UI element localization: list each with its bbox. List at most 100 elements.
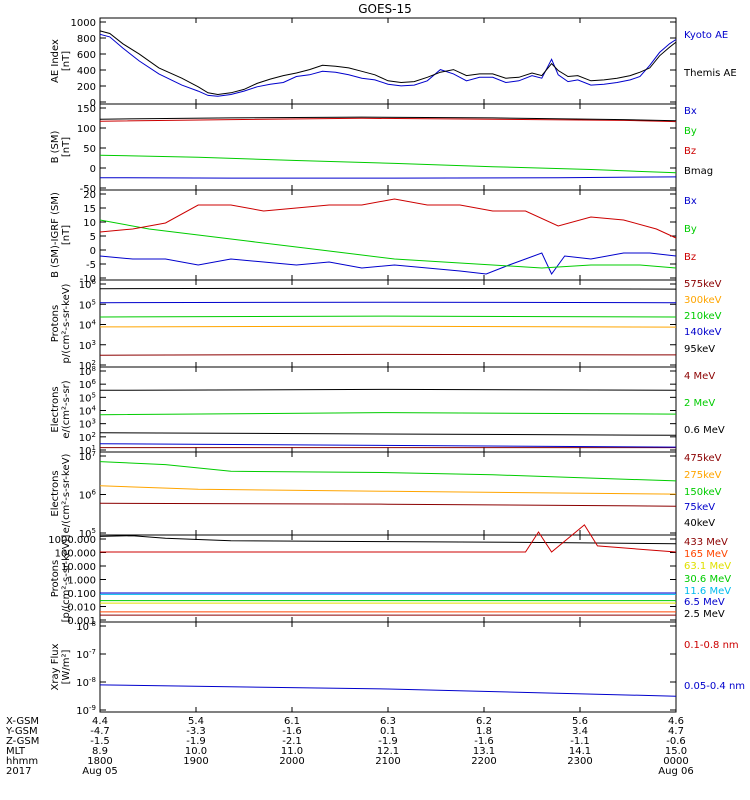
series-line-475kev [99,502,677,507]
series-line-150kev [99,461,677,482]
y-tick-label: 20 [83,190,96,201]
legend-entry: 0.6 MeV [684,425,725,436]
y-tick-label: 100.000 [55,549,96,560]
x-axis-value: 12.1 [377,746,399,757]
x-axis-value: 6.3 [380,716,396,727]
y-tick-label: 0.010 [67,603,96,614]
panel-frame [99,366,677,453]
legend-entry: 165 MeV [684,549,728,560]
legend-entry: 2.5 MeV [684,609,725,620]
x-axis-row-label: 2017 [6,766,31,777]
legend-entry: 210keV [684,311,722,322]
y-tick-label: 1000.000 [48,535,96,546]
x-axis-row-label: MLT [6,746,26,757]
y-tick-label: 0.001 [67,616,96,627]
series-line-themis-ae [99,30,677,96]
x-axis-value: 2100 [375,756,400,767]
y-tick-label: 104 [79,405,97,418]
series-line-300kev [99,325,677,328]
y-tick-label: 5 [90,232,96,243]
y-tick-label: -5 [86,260,96,271]
legend-entry: Bx [684,106,697,117]
x-axis-value: Aug 06 [658,766,693,777]
y-tick-label: 102 [79,431,96,444]
x-axis-value: 4.7 [668,726,684,737]
y-axis-label: Electronse/(cm²-s-sr) [50,380,72,438]
legend-entry: 433 MeV [684,537,728,548]
x-axis-value: 8.9 [92,746,108,757]
y-tick-label: 0 [90,164,96,175]
series-line-0-6-mev [99,388,677,391]
x-axis-row-label: X-GSM [6,716,39,727]
y-tick-label: 104 [79,319,97,332]
y-tick-label: 15 [83,204,96,215]
x-axis-value: 0000 [663,756,688,767]
x-axis-value: 2200 [471,756,496,767]
x-axis-value: -1.6 [474,736,494,747]
y-tick-label: 10.000 [61,562,96,573]
x-axis-value: -1.9 [186,736,206,747]
y-axis-label: B (SM)-IGRF (SM)[nT] [50,192,72,278]
series-line-140kev [99,301,677,304]
y-tick-label: -10 [80,274,96,285]
x-axis-value: 1800 [87,756,112,767]
series-line-0-1-0-8-nm [100,524,677,553]
x-axis-value: 6.1 [284,716,300,727]
x-axis-value: 2000 [279,756,304,767]
y-tick-label: 150 [77,104,96,115]
y-tick-label: 108 [79,365,96,378]
panel-frame [99,621,677,713]
legend-entry: 0.05-0.4 nm [684,681,745,692]
y-tick-label: 100 [77,124,96,135]
x-axis-value: -1.6 [282,726,302,737]
series-line-bz [99,198,677,239]
figure-title: GOES-15 [358,2,412,16]
y-tick-label: 105 [79,298,96,311]
legend-entry: Kyoto AE [684,30,728,41]
series-line-210kev [99,315,677,318]
x-axis-value: -0.6 [666,736,686,747]
panel-0: 0 200 400 600 800 1000 AE Index[nT] Kyoto AE The… [50,17,737,109]
y-tick-label: 800 [77,34,96,45]
series-line-bz [99,117,677,123]
legend-entry: Bz [684,252,696,263]
y-tick-label: 600 [77,50,96,61]
y-tick-label: 107 [79,450,96,463]
y-axis-label: B (SM)[nT] [50,130,72,163]
legend-entry: 475keV [684,453,722,464]
x-axis-value: 6.2 [476,716,492,727]
series-line-bmag [99,116,677,122]
x-axis-value: -1.5 [90,736,110,747]
series-line-kyoto-ae [99,33,677,97]
legend-entry: 2 MeV [684,398,715,409]
x-axis-value: 1.8 [476,726,492,737]
x-axis-value: -1.1 [570,736,590,747]
y-axis-label: Xray Flux[W/m²] [50,643,72,690]
panel-6: 0.001 0.010 0.100 1.000 10.000 100.000 1000.00… [48,534,731,627]
series-line-2-5-mev [99,535,677,545]
series-line-40kev [99,432,677,436]
y-tick-label: 105 [79,391,96,404]
x-axis-value: 1900 [183,756,208,767]
y-tick-label: 106 [79,489,97,502]
legend-entry: 6.5 MeV [684,597,725,608]
panel-2: -10 -5 0 5 10 15 20 B (SM)-IGRF (SM)[nT] Bx By Bz [50,189,697,285]
x-axis-value: 5.4 [188,716,204,727]
y-tick-label: 103 [79,339,96,352]
legend-entry: Bx [684,196,697,207]
y-axis-label: Protonsp/(cm²-s-sr-keV) [50,283,72,363]
y-axis-label: AE Index[nT] [50,39,72,83]
legend-entry: Bmag [684,166,713,177]
series-line-575kev [99,353,677,356]
panel-frame [99,17,677,105]
panel-4: 101102103104105106108Electronse/(cm²-s-s… [50,365,725,457]
y-tick-label: 200 [77,82,96,93]
y-tick-label: 103 [79,418,96,431]
legend-entry: 63.1 MeV [684,561,731,572]
legend-entry: 150keV [684,487,722,498]
